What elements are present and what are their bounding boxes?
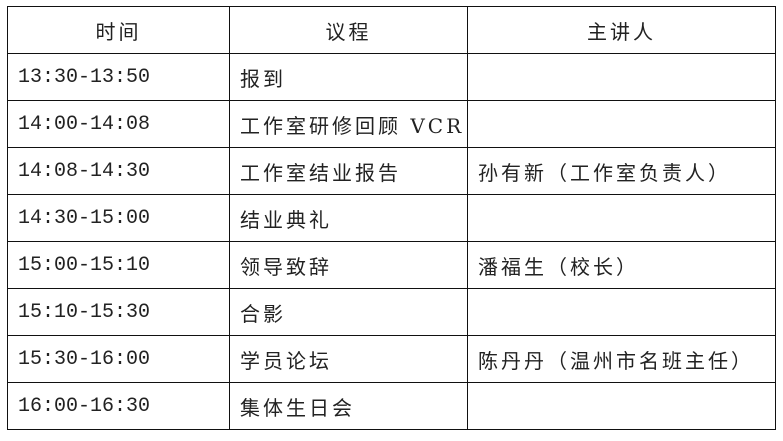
table-row: 13:30-13:50 报到 bbox=[7, 53, 776, 101]
agenda-cell: 结业典礼 bbox=[229, 194, 468, 242]
agenda-cell: 学员论坛 bbox=[229, 335, 468, 383]
table-row: 16:00-16:30 集体生日会 bbox=[7, 382, 776, 430]
time-cell: 15:10-15:30 bbox=[7, 288, 230, 336]
agenda-cell: 工作室研修回顾 VCR bbox=[229, 100, 468, 148]
speaker-cell bbox=[467, 53, 776, 101]
speaker-cell bbox=[467, 100, 776, 148]
speaker-cell bbox=[467, 288, 776, 336]
speaker-cell bbox=[467, 194, 776, 242]
speaker-cell: 孙有新（工作室负责人） bbox=[467, 147, 776, 195]
agenda-cell: 集体生日会 bbox=[229, 382, 468, 430]
agenda-cell: 报到 bbox=[229, 53, 468, 101]
table-row: 14:00-14:08 工作室研修回顾 VCR bbox=[7, 100, 776, 148]
time-cell: 14:08-14:30 bbox=[7, 147, 230, 195]
table-row: 15:30-16:00 学员论坛 陈丹丹（温州市名班主任） bbox=[7, 335, 776, 383]
time-cell: 15:30-16:00 bbox=[7, 335, 230, 383]
table-row: 14:30-15:00 结业典礼 bbox=[7, 194, 776, 242]
time-cell: 15:00-15:10 bbox=[7, 241, 230, 289]
time-cell: 16:00-16:30 bbox=[7, 382, 230, 430]
table-row: 15:10-15:30 合影 bbox=[7, 288, 776, 336]
time-cell: 13:30-13:50 bbox=[7, 53, 230, 101]
agenda-cell: 工作室结业报告 bbox=[229, 147, 468, 195]
speaker-cell: 陈丹丹（温州市名班主任） bbox=[467, 335, 776, 383]
speaker-cell: 潘福生（校长） bbox=[467, 241, 776, 289]
header-time: 时间 bbox=[7, 6, 230, 54]
header-agenda: 议程 bbox=[229, 6, 468, 54]
agenda-cell: 合影 bbox=[229, 288, 468, 336]
header-speaker: 主讲人 bbox=[467, 6, 776, 54]
time-cell: 14:30-15:00 bbox=[7, 194, 230, 242]
header-row: 时间 议程 主讲人 bbox=[7, 6, 776, 54]
time-cell: 14:00-14:08 bbox=[7, 100, 230, 148]
speaker-cell bbox=[467, 382, 776, 430]
table-row: 15:00-15:10 领导致辞 潘福生（校长） bbox=[7, 241, 776, 289]
table-row: 14:08-14:30 工作室结业报告 孙有新（工作室负责人） bbox=[7, 147, 776, 195]
agenda-cell: 领导致辞 bbox=[229, 241, 468, 289]
agenda-table: 时间 议程 主讲人 13:30-13:50 报到 14:00-14:08 工作室研修回… bbox=[7, 6, 776, 430]
